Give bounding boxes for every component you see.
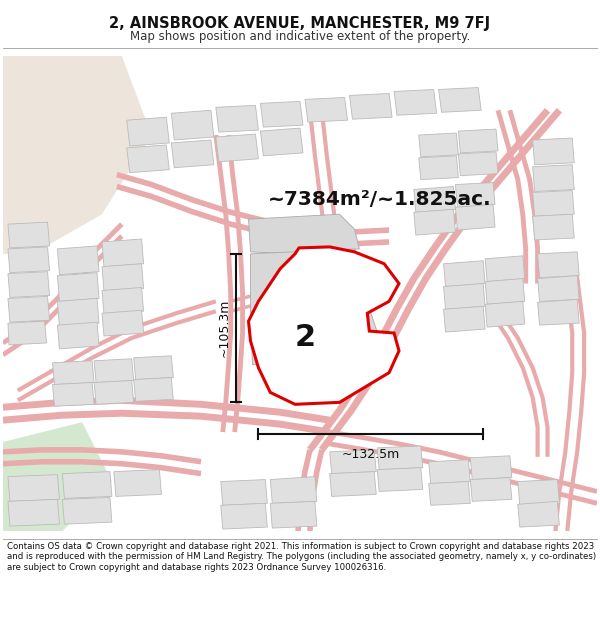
Polygon shape bbox=[102, 239, 143, 267]
Polygon shape bbox=[53, 361, 94, 384]
Polygon shape bbox=[127, 145, 169, 172]
Polygon shape bbox=[533, 191, 574, 216]
Polygon shape bbox=[455, 182, 495, 208]
Polygon shape bbox=[305, 98, 347, 122]
Polygon shape bbox=[419, 156, 458, 179]
Polygon shape bbox=[271, 501, 317, 528]
Polygon shape bbox=[58, 246, 99, 274]
Polygon shape bbox=[3, 422, 112, 531]
Polygon shape bbox=[172, 140, 214, 168]
Polygon shape bbox=[58, 298, 99, 326]
Polygon shape bbox=[533, 214, 574, 240]
Polygon shape bbox=[485, 279, 525, 304]
Polygon shape bbox=[538, 276, 579, 301]
Polygon shape bbox=[8, 222, 50, 248]
Polygon shape bbox=[8, 272, 50, 298]
Text: Contains OS data © Crown copyright and database right 2021. This information is : Contains OS data © Crown copyright and d… bbox=[7, 542, 596, 572]
Polygon shape bbox=[439, 88, 481, 112]
Polygon shape bbox=[538, 299, 579, 325]
Polygon shape bbox=[377, 468, 423, 491]
Polygon shape bbox=[94, 381, 134, 404]
Polygon shape bbox=[62, 498, 112, 524]
Polygon shape bbox=[414, 209, 455, 235]
Polygon shape bbox=[443, 306, 485, 332]
Polygon shape bbox=[248, 214, 359, 254]
Polygon shape bbox=[443, 284, 485, 309]
Text: 2: 2 bbox=[295, 324, 316, 352]
Polygon shape bbox=[443, 261, 485, 286]
Polygon shape bbox=[114, 469, 161, 496]
Polygon shape bbox=[8, 499, 59, 526]
Polygon shape bbox=[134, 356, 173, 379]
Polygon shape bbox=[271, 477, 317, 503]
Polygon shape bbox=[251, 308, 379, 365]
Polygon shape bbox=[8, 247, 50, 272]
Polygon shape bbox=[429, 460, 470, 484]
Polygon shape bbox=[62, 472, 112, 498]
Polygon shape bbox=[53, 382, 94, 406]
Text: 2, AINSBROOK AVENUE, MANCHESTER, M9 7FJ: 2, AINSBROOK AVENUE, MANCHESTER, M9 7FJ bbox=[109, 16, 491, 31]
Polygon shape bbox=[221, 479, 268, 505]
Polygon shape bbox=[518, 479, 559, 505]
Polygon shape bbox=[485, 301, 525, 327]
Polygon shape bbox=[102, 310, 143, 336]
Polygon shape bbox=[538, 252, 579, 278]
Polygon shape bbox=[458, 152, 498, 176]
Polygon shape bbox=[8, 296, 50, 322]
Text: ~105.3m: ~105.3m bbox=[217, 299, 230, 358]
Polygon shape bbox=[330, 450, 376, 474]
Polygon shape bbox=[419, 133, 458, 157]
Polygon shape bbox=[102, 264, 143, 291]
Polygon shape bbox=[394, 89, 437, 115]
Polygon shape bbox=[221, 503, 268, 529]
Polygon shape bbox=[94, 359, 134, 382]
Polygon shape bbox=[414, 186, 455, 213]
Polygon shape bbox=[485, 256, 525, 281]
Polygon shape bbox=[216, 106, 259, 132]
Polygon shape bbox=[134, 378, 173, 401]
Polygon shape bbox=[8, 321, 47, 345]
Polygon shape bbox=[3, 56, 152, 254]
Polygon shape bbox=[172, 110, 214, 140]
Polygon shape bbox=[533, 138, 574, 165]
Polygon shape bbox=[260, 128, 303, 156]
Polygon shape bbox=[455, 204, 495, 230]
Polygon shape bbox=[518, 501, 559, 527]
Polygon shape bbox=[58, 272, 99, 301]
Text: ~7384m²/~1.825ac.: ~7384m²/~1.825ac. bbox=[268, 190, 491, 209]
Polygon shape bbox=[251, 249, 370, 311]
Polygon shape bbox=[58, 322, 99, 349]
Polygon shape bbox=[458, 129, 498, 153]
Polygon shape bbox=[429, 481, 470, 505]
Polygon shape bbox=[470, 456, 512, 479]
Polygon shape bbox=[102, 288, 143, 314]
Polygon shape bbox=[248, 247, 399, 404]
Polygon shape bbox=[8, 474, 59, 501]
Polygon shape bbox=[377, 446, 423, 469]
Text: ~132.5m: ~132.5m bbox=[341, 448, 400, 461]
Polygon shape bbox=[330, 472, 376, 496]
Text: Map shows position and indicative extent of the property.: Map shows position and indicative extent… bbox=[130, 30, 470, 43]
Polygon shape bbox=[127, 118, 169, 146]
Polygon shape bbox=[470, 478, 512, 501]
Polygon shape bbox=[260, 101, 303, 127]
Polygon shape bbox=[350, 94, 392, 119]
Polygon shape bbox=[216, 134, 259, 162]
Polygon shape bbox=[533, 165, 574, 191]
